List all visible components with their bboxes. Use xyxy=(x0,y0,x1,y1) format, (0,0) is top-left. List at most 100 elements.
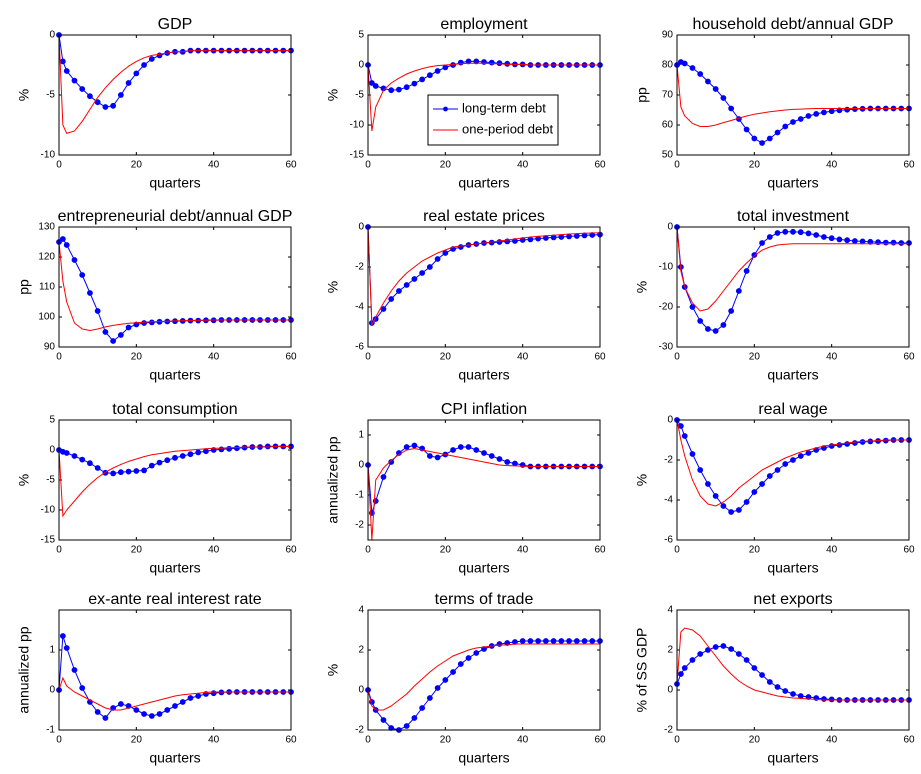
data-point xyxy=(851,106,858,112)
data-point xyxy=(434,256,441,262)
panel-title: GDP xyxy=(158,16,193,33)
data-point xyxy=(689,657,696,663)
y-tick-label: 0 xyxy=(358,60,364,71)
x-tick-label: 60 xyxy=(903,160,915,171)
y-tick-label: -6 xyxy=(664,535,673,546)
x-tick-label: 0 xyxy=(56,352,62,363)
data-point xyxy=(859,238,866,245)
panel: household debt/annual GDP quarters pp 0 20 40… xyxy=(634,16,915,190)
data-point xyxy=(380,474,387,480)
panel-title: real wage xyxy=(758,401,827,418)
plot-area xyxy=(677,420,909,540)
data-point xyxy=(388,459,395,465)
legend-box xyxy=(427,94,559,146)
axes-box xyxy=(676,609,910,731)
data-point xyxy=(396,288,402,294)
y-tick-label: 5 xyxy=(49,415,55,426)
x-tick-label: 60 xyxy=(594,545,606,556)
data-point xyxy=(117,332,124,338)
panel: real wage quarters% 0 20 40 60 -6 -4 -2 0 xyxy=(634,401,915,575)
y-axis-label: % xyxy=(325,664,341,676)
y-tick-label: -6 xyxy=(355,342,364,353)
y-axis-label: annualized pp xyxy=(16,626,32,713)
data-point xyxy=(728,509,735,515)
y-tick-label: 100 xyxy=(38,312,55,323)
y-tick-label: 0 xyxy=(358,685,364,696)
data-point xyxy=(195,449,202,456)
data-point xyxy=(550,638,557,644)
x-tick-label: 20 xyxy=(749,160,761,171)
data-point xyxy=(681,665,688,671)
data-point xyxy=(821,696,827,702)
axes-box xyxy=(367,34,601,156)
data-point xyxy=(411,276,418,282)
y-tick-label: -10 xyxy=(659,262,674,273)
y-tick-label: 1 xyxy=(49,645,55,656)
y-tick-label: -4 xyxy=(664,495,673,506)
x-axis-label: quarters xyxy=(767,560,818,576)
data-point xyxy=(805,450,812,456)
data-point xyxy=(388,87,395,94)
data-point xyxy=(125,468,132,475)
series-line xyxy=(676,226,909,312)
legend-label: one-period debt xyxy=(462,121,553,136)
data-point xyxy=(851,440,858,446)
panel-title: ex-ante real interest rate xyxy=(88,591,262,608)
x-axis-label: quarters xyxy=(767,175,818,191)
x-tick-label: 20 xyxy=(749,735,761,746)
panel: total investment quarters% 0 20 40 60 -30 -20 -1… xyxy=(634,208,915,382)
data-point xyxy=(71,453,78,459)
y-tick-label: 0 xyxy=(49,30,55,41)
y-tick-label: 0 xyxy=(358,222,364,233)
x-tick-label: 20 xyxy=(131,160,143,171)
x-axis-label: quarters xyxy=(458,367,509,383)
data-point xyxy=(705,326,711,332)
data-point xyxy=(705,647,711,653)
data-point xyxy=(203,448,209,455)
data-point xyxy=(782,688,789,694)
data-point xyxy=(172,454,178,461)
data-point xyxy=(195,693,202,699)
data-point xyxy=(782,123,789,130)
data-point xyxy=(110,102,117,109)
data-point xyxy=(426,453,433,459)
panel: GDP quarters% 0 20 40 60 -10 -5 0 xyxy=(16,16,297,190)
data-point xyxy=(403,723,410,729)
data-point xyxy=(766,473,773,479)
y-tick-label: 50 xyxy=(662,150,674,161)
data-point xyxy=(63,68,70,74)
y-tick-label: -15 xyxy=(350,150,365,161)
data-point xyxy=(403,84,410,91)
data-point xyxy=(728,105,735,112)
data-point xyxy=(457,444,464,450)
data-point xyxy=(465,444,472,450)
data-point xyxy=(87,290,93,296)
data-point xyxy=(59,236,66,242)
data-point xyxy=(821,109,827,116)
y-axis-label: pp xyxy=(634,87,650,103)
data-point xyxy=(712,644,719,650)
data-point xyxy=(782,461,789,467)
data-point xyxy=(697,318,704,324)
x-tick-label: 40 xyxy=(208,735,220,746)
data-point xyxy=(720,503,727,509)
data-point xyxy=(179,453,186,459)
x-tick-label: 40 xyxy=(208,545,220,556)
data-point xyxy=(566,638,572,644)
axes-box xyxy=(58,609,292,731)
x-tick-label: 40 xyxy=(517,545,529,556)
data-point xyxy=(828,235,835,242)
series-line xyxy=(676,64,909,127)
data-point xyxy=(148,56,155,62)
data-point xyxy=(133,70,140,77)
y-tick-label: 0 xyxy=(358,460,364,471)
data-point xyxy=(735,288,742,294)
x-tick-label: 20 xyxy=(440,545,452,556)
legend-marker xyxy=(443,106,448,112)
y-tick-label: 5 xyxy=(358,30,364,41)
y-tick-label: -2 xyxy=(664,455,673,466)
data-point xyxy=(535,638,542,644)
panel: CPI inflation quarters annualized pp 0 20 40 6… xyxy=(325,401,606,575)
plot-area xyxy=(368,610,600,730)
